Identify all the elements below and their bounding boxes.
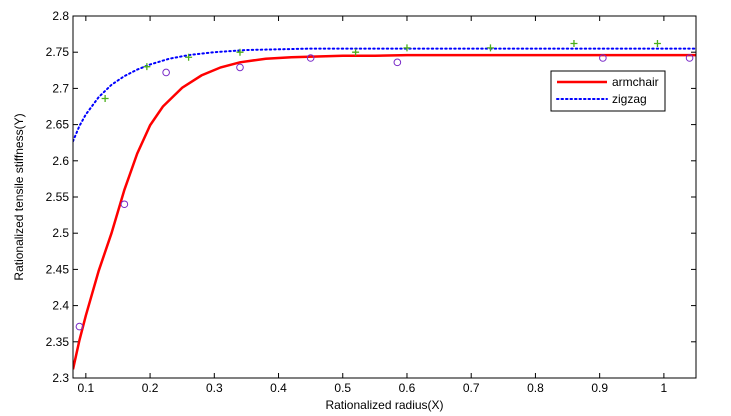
x-axis-title: Rationalized radius(X) (325, 398, 443, 412)
series-line-zigzag (73, 47, 696, 143)
x-tick-label: 0.5 (334, 381, 351, 395)
data-point-plus (570, 40, 578, 48)
legend-label-zigzag: zigzag (612, 92, 647, 106)
data-point-circle (393, 58, 402, 67)
x-tick-label: 0.8 (527, 381, 544, 395)
x-tick-label: 0.9 (591, 381, 608, 395)
y-tick-label: 2.4 (52, 299, 69, 313)
x-tick-label: 1 (661, 381, 668, 395)
y-tick-label: 2.55 (46, 190, 70, 204)
y-tick-label: 2.8 (52, 9, 69, 23)
data-point-plus (143, 63, 151, 71)
plot-area-frame (72, 15, 697, 379)
data-point-circle (162, 68, 170, 77)
data-point-circle (599, 54, 607, 62)
data-point-circle (236, 63, 244, 72)
x-tick-label: 0.7 (463, 381, 480, 395)
series-layer (73, 47, 696, 370)
x-tick-label: 0.2 (142, 381, 159, 395)
y-tick-label: 2.75 (46, 45, 70, 59)
y-tick-label: 2.7 (52, 81, 69, 95)
data-point-plus (403, 44, 411, 52)
x-tick-label: 0.3 (206, 381, 223, 395)
data-point-plus (486, 44, 494, 52)
y-tick-label: 2.45 (46, 262, 70, 276)
tick-layer: 0.1 0.2 0.3 0.4 0.5 0.6 0.7 0.8 0.9 1 2.3 2.35 2.4 2.… (46, 9, 696, 395)
y-tick-label: 2.3 (52, 371, 69, 385)
y-tick-label: 2.6 (52, 154, 69, 168)
data-point-plus (101, 95, 109, 103)
y-tick-label: 2.35 (46, 335, 70, 349)
data-point-circle (75, 322, 84, 331)
legend: armchair zigzag (550, 70, 666, 112)
data-point-circle (306, 54, 315, 62)
legend-label-armchair: armchair (612, 75, 659, 89)
y-tick-label: 2.65 (46, 118, 70, 132)
x-tick-label: 0.1 (78, 381, 95, 395)
marker-layer (75, 40, 694, 331)
data-point-circle (685, 54, 694, 62)
x-tick-label: 0.6 (399, 381, 416, 395)
data-point-plus (185, 53, 193, 61)
data-point-plus (352, 48, 360, 56)
data-point-plus (236, 48, 244, 56)
y-tick-label: 2.5 (52, 226, 69, 240)
x-tick-label: 0.4 (270, 381, 287, 395)
data-point-plus (653, 40, 661, 48)
data-point-circle (120, 200, 129, 209)
series-line-armchair (73, 53, 696, 370)
y-axis-title: Rationalized tensile stiffness(Y) (12, 113, 26, 280)
legend-box (550, 70, 666, 112)
